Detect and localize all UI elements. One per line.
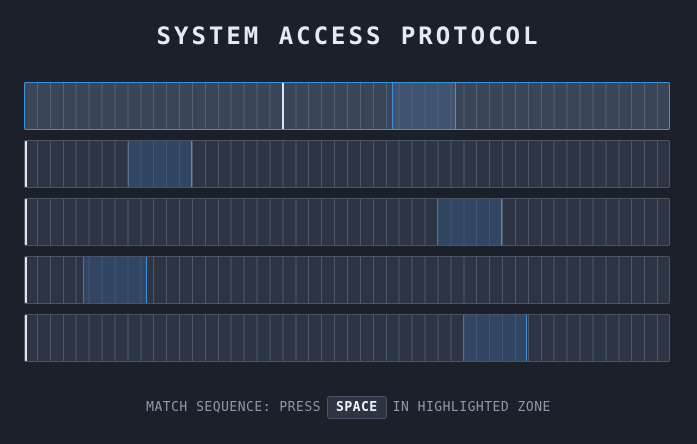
target-zone [82, 257, 148, 303]
segment-grid [25, 83, 669, 129]
segment-grid [25, 199, 669, 245]
target-zone [462, 315, 528, 361]
target-zone [437, 199, 502, 245]
timing-track-4[interactable] [24, 256, 670, 304]
segment-grid [25, 315, 669, 361]
timing-track-5[interactable] [24, 314, 670, 362]
target-zone [392, 83, 457, 129]
cursor-marker [281, 83, 284, 129]
target-zone [128, 141, 193, 187]
hint-text-after: IN HIGHLIGHTED ZONE [392, 400, 551, 415]
hint-text-before: MATCH SEQUENCE: PRESS [146, 400, 321, 415]
cursor-marker [25, 199, 27, 245]
space-key-badge[interactable]: SPACE [327, 396, 387, 419]
cursor-marker [25, 257, 27, 303]
page-title: SYSTEM ACCESS PROTOCOL [156, 22, 541, 50]
segment-grid [25, 141, 669, 187]
timing-track-2[interactable] [24, 140, 670, 188]
timing-track-3[interactable] [24, 198, 670, 246]
instruction-hint: MATCH SEQUENCE: PRESS SPACE IN HIGHLIGHTED… [0, 396, 697, 419]
cursor-marker [25, 315, 27, 361]
cursor-marker [25, 141, 27, 187]
timing-track-1[interactable] [24, 82, 670, 130]
